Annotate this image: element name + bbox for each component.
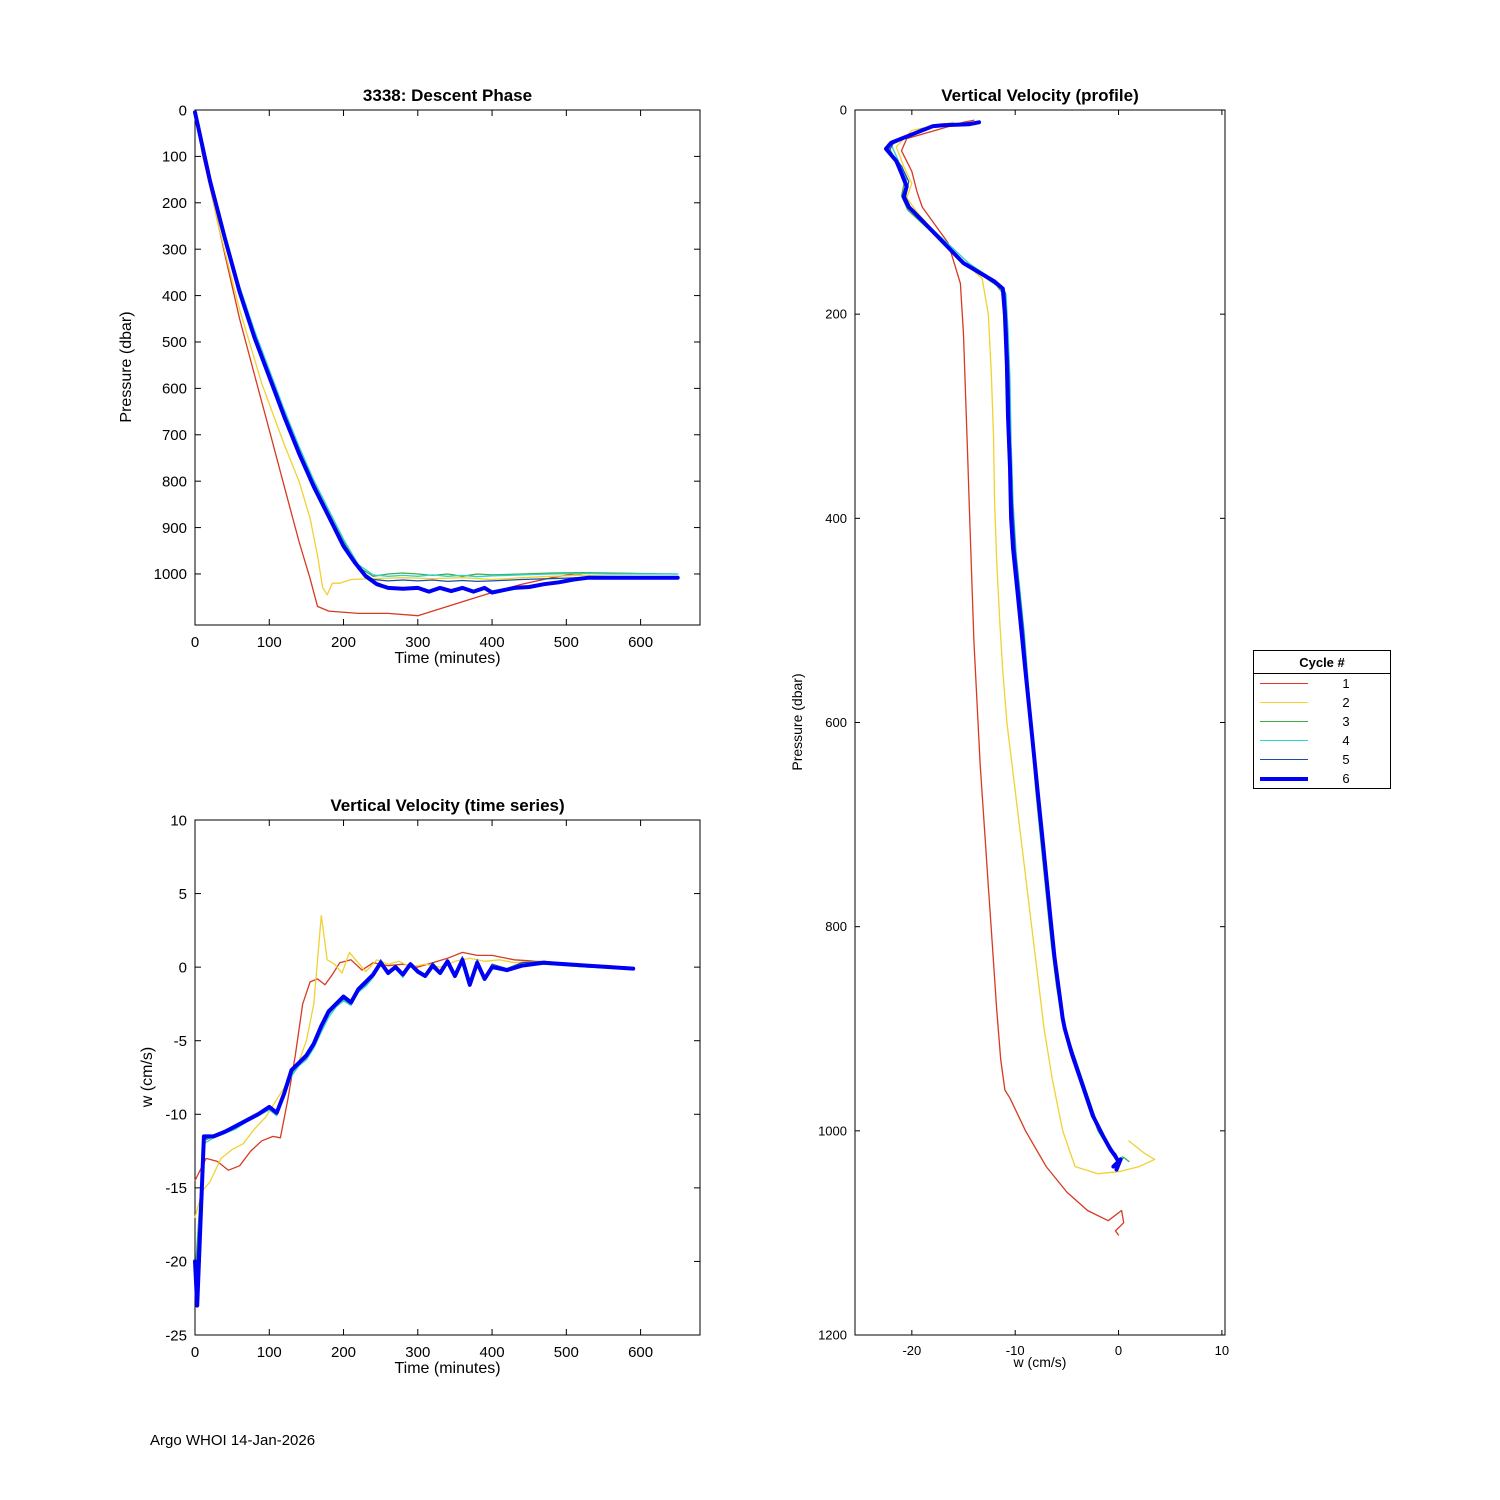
svg-text:-20: -20 [902,1343,921,1358]
cycle-4-label: 4 [1342,733,1350,748]
svg-text:500: 500 [162,334,187,351]
profile-xlabel: w (cm/s) [1013,1354,1067,1370]
svg-text:-15: -15 [165,1180,187,1197]
svg-text:200: 200 [162,195,187,212]
svg-text:300: 300 [162,241,187,258]
legend-item: 6 [1254,769,1390,788]
svg-text:600: 600 [628,1344,653,1361]
svg-text:300: 300 [405,634,430,651]
profile-plot-title: Vertical Velocity (profile) [941,86,1139,105]
descent-xlabel: Time (minutes) [394,650,501,667]
svg-text:0: 0 [179,959,187,976]
svg-text:1000: 1000 [818,1123,847,1138]
legend-item: 1 [1254,674,1390,693]
svg-text:1000: 1000 [154,566,187,583]
svg-text:1200: 1200 [818,1328,847,1343]
legend-title: Cycle # [1254,651,1390,674]
svg-text:400: 400 [480,634,505,651]
svg-text:500: 500 [554,634,579,651]
svg-text:100: 100 [257,634,282,651]
svg-text:600: 600 [628,634,653,651]
cycle-5-label: 5 [1342,752,1350,767]
svg-text:0: 0 [179,102,187,119]
svg-text:10: 10 [1215,1343,1229,1358]
cycle-1-label: 1 [1342,676,1350,691]
svg-text:-5: -5 [174,1033,187,1050]
svg-text:300: 300 [405,1344,430,1361]
svg-text:900: 900 [162,520,187,537]
timeseries-ylabel: w (cm/s) [139,1046,156,1108]
profile-ylabel: Pressure (dbar) [789,673,805,771]
cycle-5-line-sample [1260,758,1308,761]
timeseries-xlabel: Time (minutes) [394,1360,501,1377]
svg-text:0: 0 [191,634,199,651]
svg-text:5: 5 [179,886,187,903]
cycle-2-line-sample [1260,701,1308,704]
footer-text: Argo WHOI 14-Jan-2026 [150,1432,316,1449]
cycle-6-label: 6 [1342,771,1350,786]
legend: Cycle # 1 2 3 4 5 6 [1253,650,1391,789]
cycle-1-line-sample [1260,682,1308,685]
svg-text:-10: -10 [1006,1343,1025,1358]
cycle-4-line-sample [1260,739,1308,742]
svg-text:0: 0 [191,1344,199,1361]
svg-text:-10: -10 [165,1107,187,1124]
descent-ylabel: Pressure (dbar) [118,311,135,423]
legend-item: 3 [1254,712,1390,731]
svg-text:0: 0 [1115,1343,1122,1358]
svg-text:-20: -20 [165,1254,187,1271]
svg-text:100: 100 [257,1344,282,1361]
svg-text:100: 100 [162,149,187,166]
svg-text:400: 400 [480,1344,505,1361]
legend-item: 2 [1254,693,1390,712]
svg-text:800: 800 [825,919,847,934]
svg-text:10: 10 [170,812,187,829]
svg-text:400: 400 [825,511,847,526]
legend-item: 4 [1254,731,1390,750]
svg-text:400: 400 [162,288,187,305]
timeseries-plot-title: Vertical Velocity (time series) [330,796,565,815]
svg-text:600: 600 [162,381,187,398]
cycle-2-label: 2 [1342,695,1350,710]
svg-text:600: 600 [825,715,847,730]
svg-text:700: 700 [162,427,187,444]
cycle-3-line-sample [1260,720,1308,723]
descent-plot-title: 3338: Descent Phase [362,86,533,105]
svg-text:-25: -25 [165,1327,187,1344]
svg-text:0: 0 [840,103,847,118]
legend-item: 5 [1254,750,1390,769]
svg-text:800: 800 [162,473,187,490]
cycle-6-line-sample [1260,776,1308,781]
svg-text:200: 200 [331,1344,356,1361]
svg-text:500: 500 [554,1344,579,1361]
svg-text:200: 200 [331,634,356,651]
cycle-3-label: 3 [1342,714,1350,729]
svg-text:200: 200 [825,307,847,322]
